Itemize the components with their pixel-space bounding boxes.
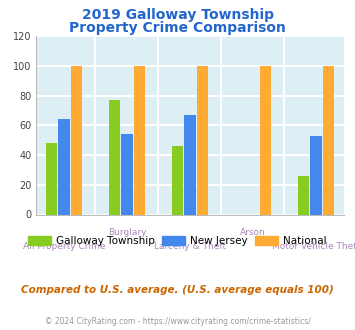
Text: Arson: Arson — [240, 228, 266, 237]
Bar — [310, 136, 322, 214]
Bar — [323, 66, 334, 214]
Bar — [298, 176, 309, 214]
Text: Burglary: Burglary — [108, 228, 146, 237]
Text: Compared to U.S. average. (U.S. average equals 100): Compared to U.S. average. (U.S. average … — [21, 285, 334, 295]
Text: Larceny & Theft: Larceny & Theft — [154, 242, 226, 251]
Bar — [260, 66, 271, 214]
Text: All Property Crime: All Property Crime — [23, 242, 105, 251]
Bar — [197, 66, 208, 214]
Bar — [109, 100, 120, 214]
Text: Property Crime Comparison: Property Crime Comparison — [69, 21, 286, 35]
Bar — [134, 66, 145, 214]
Legend: Galloway Township, New Jersey, National: Galloway Township, New Jersey, National — [24, 232, 331, 250]
Bar — [58, 119, 70, 214]
Bar — [184, 115, 196, 214]
Bar — [45, 143, 57, 214]
Bar — [172, 146, 183, 214]
Text: 2019 Galloway Township: 2019 Galloway Township — [82, 8, 273, 22]
Text: Motor Vehicle Theft: Motor Vehicle Theft — [272, 242, 355, 251]
Bar — [71, 66, 82, 214]
Bar — [121, 134, 132, 214]
Text: © 2024 CityRating.com - https://www.cityrating.com/crime-statistics/: © 2024 CityRating.com - https://www.city… — [45, 317, 310, 326]
